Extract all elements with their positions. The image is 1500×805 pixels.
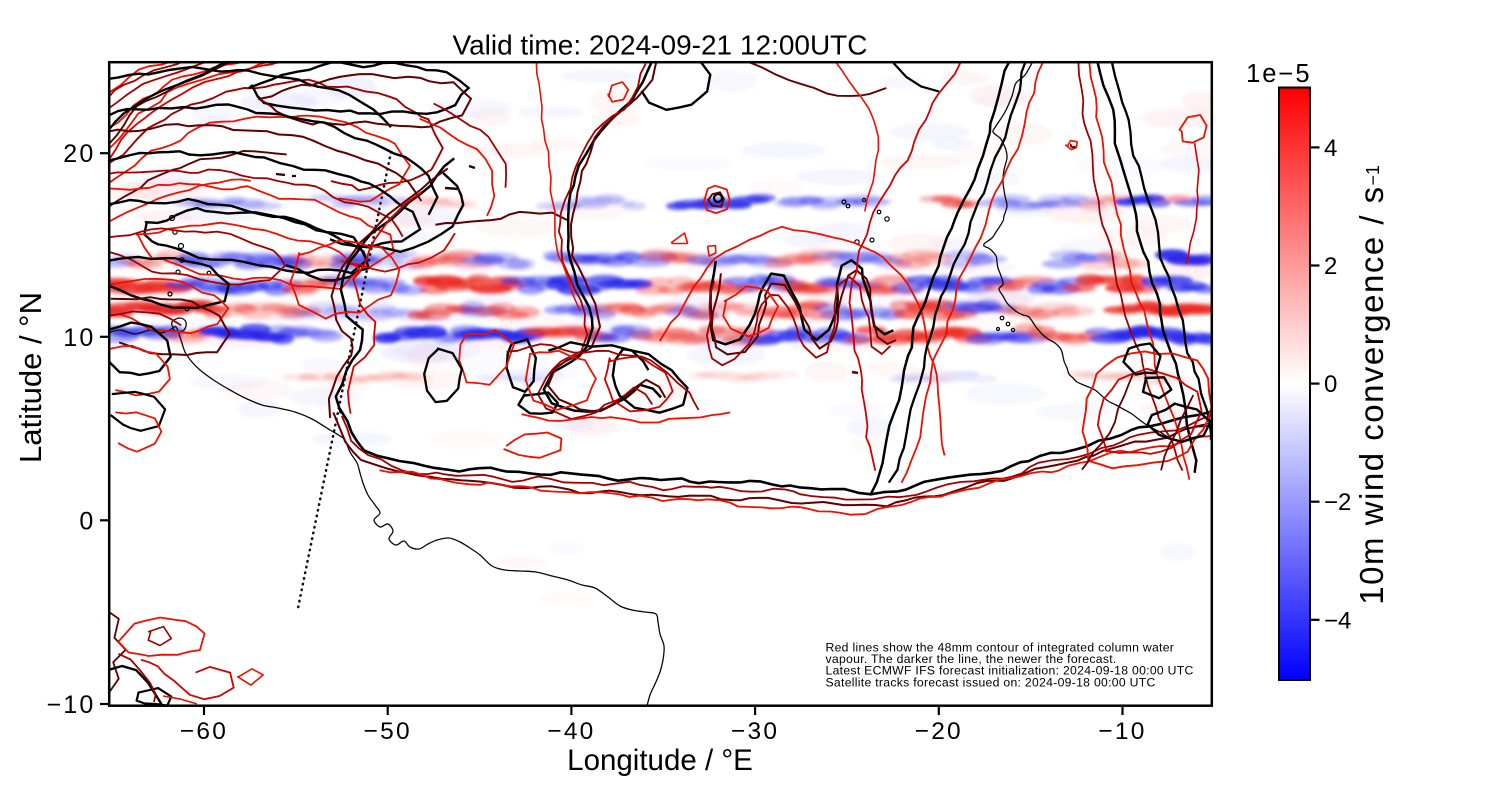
svg-text:4: 4: [1324, 135, 1337, 162]
svg-text:Latitude / °N: Latitude / °N: [13, 292, 48, 463]
svg-text:0: 0: [79, 507, 95, 535]
svg-text:−30: −30: [731, 718, 779, 745]
svg-text:−4: −4: [1324, 607, 1351, 634]
svg-text:Red lines show the 48mm contou: Red lines show the 48mm contour of integ…: [826, 640, 1175, 654]
svg-text:−2: −2: [1324, 489, 1351, 516]
svg-text:Latest ECMWF IFS forecast init: Latest ECMWF IFS forecast initialization…: [826, 664, 1194, 678]
svg-text:0: 0: [1324, 371, 1337, 398]
svg-text:−50: −50: [364, 718, 412, 745]
svg-text:20: 20: [63, 140, 95, 168]
svg-text:Valid time: 2024-09-21 12:00UT: Valid time: 2024-09-21 12:00UTC: [452, 30, 867, 61]
svg-text:−10: −10: [1098, 718, 1146, 745]
svg-text:10: 10: [63, 324, 95, 352]
svg-text:1e−5: 1e−5: [1246, 60, 1311, 88]
svg-text:−60: −60: [180, 718, 228, 745]
svg-text:10m wind convergence / s: 10m wind convergence / s: [1353, 185, 1390, 604]
svg-text:Longitude / °E: Longitude / °E: [567, 744, 753, 777]
svg-text:−1: −1: [1363, 165, 1383, 186]
svg-text:2: 2: [1324, 253, 1337, 280]
svg-text:Satellite tracks forecast issu: Satellite tracks forecast issued on: 202…: [826, 675, 1156, 689]
svg-text:−10: −10: [46, 691, 95, 719]
svg-text:−40: −40: [547, 718, 595, 745]
svg-text:vapour. The darker the line, t: vapour. The darker the line, the newer t…: [826, 652, 1117, 666]
svg-text:−20: −20: [915, 718, 963, 745]
